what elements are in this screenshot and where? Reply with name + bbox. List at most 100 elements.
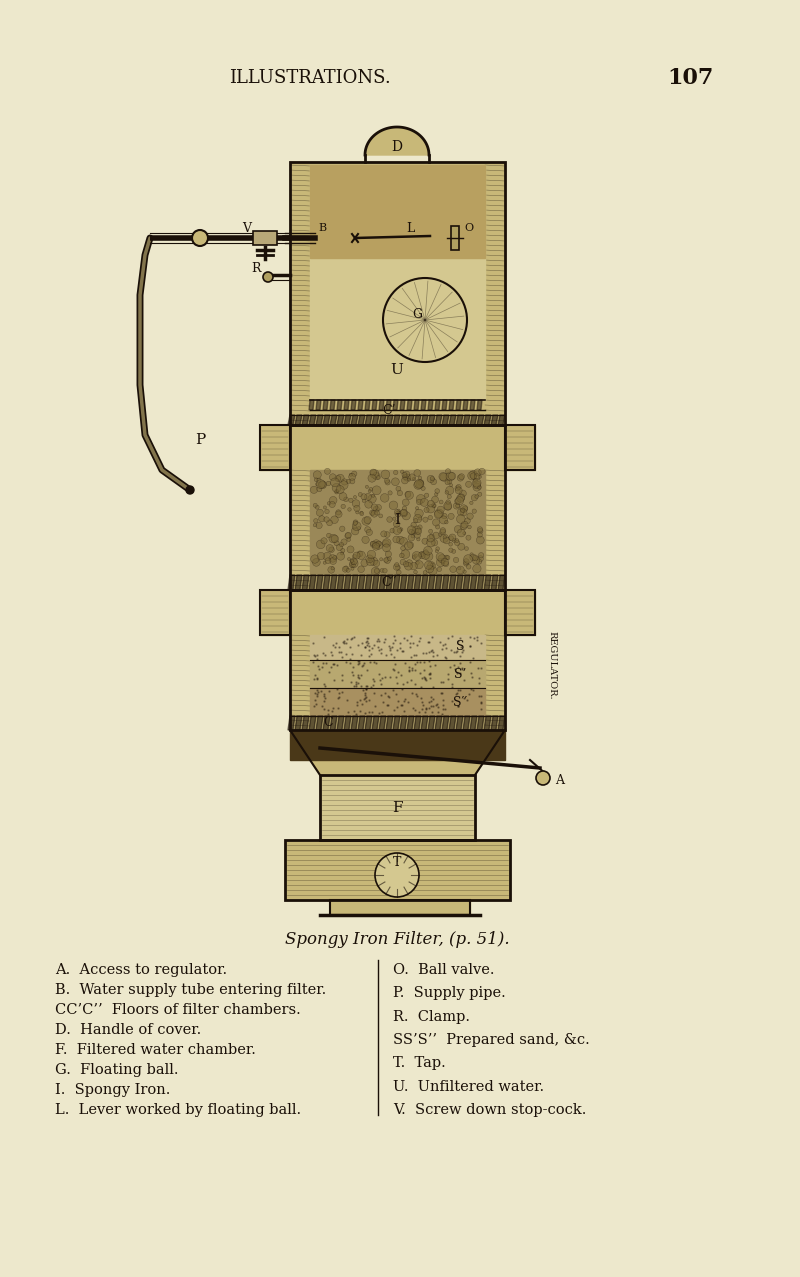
Circle shape (342, 567, 348, 572)
Circle shape (384, 478, 390, 483)
Circle shape (373, 472, 380, 480)
Circle shape (470, 554, 476, 561)
Circle shape (462, 506, 468, 511)
Circle shape (397, 529, 402, 533)
Polygon shape (351, 415, 358, 425)
Circle shape (376, 541, 382, 547)
Circle shape (326, 520, 333, 526)
Circle shape (446, 469, 450, 474)
Circle shape (445, 521, 448, 524)
Polygon shape (365, 126, 429, 155)
Polygon shape (442, 400, 447, 410)
Circle shape (430, 534, 434, 539)
Text: O: O (465, 223, 474, 232)
Circle shape (418, 552, 424, 557)
Polygon shape (358, 575, 365, 590)
Circle shape (409, 474, 415, 480)
Circle shape (381, 470, 390, 479)
Circle shape (370, 510, 375, 516)
Circle shape (412, 552, 421, 561)
Circle shape (350, 558, 358, 564)
Polygon shape (302, 415, 309, 425)
Circle shape (454, 498, 461, 504)
Polygon shape (310, 840, 485, 845)
Circle shape (418, 517, 422, 520)
Polygon shape (400, 575, 407, 590)
Circle shape (362, 499, 366, 502)
Text: S′′: S′′ (453, 696, 467, 709)
Circle shape (431, 503, 436, 508)
Circle shape (435, 489, 439, 493)
Circle shape (442, 561, 445, 564)
Polygon shape (470, 415, 477, 425)
Text: B: B (318, 223, 326, 232)
Circle shape (473, 555, 478, 561)
Circle shape (365, 493, 371, 501)
Circle shape (335, 489, 338, 493)
Circle shape (316, 480, 325, 489)
Circle shape (397, 510, 400, 512)
Bar (290, 162, 505, 425)
Circle shape (333, 555, 337, 559)
Circle shape (474, 474, 480, 480)
Circle shape (456, 566, 464, 573)
Text: REGULATOR.: REGULATOR. (547, 631, 557, 700)
Circle shape (407, 478, 410, 481)
Circle shape (334, 540, 339, 545)
Circle shape (310, 487, 318, 493)
Circle shape (328, 567, 334, 573)
Polygon shape (428, 400, 433, 410)
Circle shape (349, 498, 353, 503)
Polygon shape (337, 716, 344, 730)
Circle shape (400, 538, 407, 545)
Circle shape (435, 525, 440, 529)
Circle shape (461, 508, 465, 512)
Polygon shape (491, 415, 498, 425)
Circle shape (367, 550, 376, 559)
Circle shape (402, 472, 407, 478)
Polygon shape (470, 575, 477, 590)
Circle shape (444, 502, 452, 510)
Polygon shape (484, 716, 491, 730)
Circle shape (424, 493, 429, 498)
Polygon shape (498, 716, 505, 730)
Circle shape (421, 487, 426, 490)
Circle shape (446, 487, 454, 494)
Circle shape (336, 485, 344, 494)
Circle shape (421, 550, 430, 559)
Polygon shape (337, 415, 344, 425)
Polygon shape (310, 470, 485, 573)
Circle shape (350, 563, 354, 567)
Text: P.  Supply pipe.: P. Supply pipe. (393, 986, 506, 1000)
Bar (260, 425, 290, 470)
Polygon shape (316, 575, 323, 590)
Circle shape (478, 529, 483, 534)
Circle shape (353, 554, 357, 558)
Circle shape (478, 469, 485, 475)
Text: O.  Ball valve.: O. Ball valve. (393, 963, 494, 977)
Circle shape (315, 483, 318, 485)
Circle shape (374, 561, 380, 567)
Circle shape (397, 570, 401, 575)
Circle shape (317, 487, 322, 492)
Polygon shape (421, 575, 428, 590)
Circle shape (377, 475, 380, 479)
Circle shape (357, 552, 366, 559)
Circle shape (473, 480, 481, 489)
Circle shape (427, 501, 434, 507)
Circle shape (412, 526, 421, 535)
Circle shape (350, 559, 354, 562)
Circle shape (380, 558, 382, 561)
Circle shape (405, 562, 412, 570)
Circle shape (457, 475, 463, 481)
Polygon shape (477, 575, 484, 590)
Polygon shape (295, 415, 302, 425)
Circle shape (401, 549, 410, 558)
Circle shape (405, 492, 414, 499)
Circle shape (387, 557, 391, 561)
Circle shape (370, 470, 379, 479)
Circle shape (430, 479, 437, 485)
Polygon shape (330, 716, 337, 730)
Circle shape (416, 494, 425, 503)
Circle shape (361, 559, 368, 567)
